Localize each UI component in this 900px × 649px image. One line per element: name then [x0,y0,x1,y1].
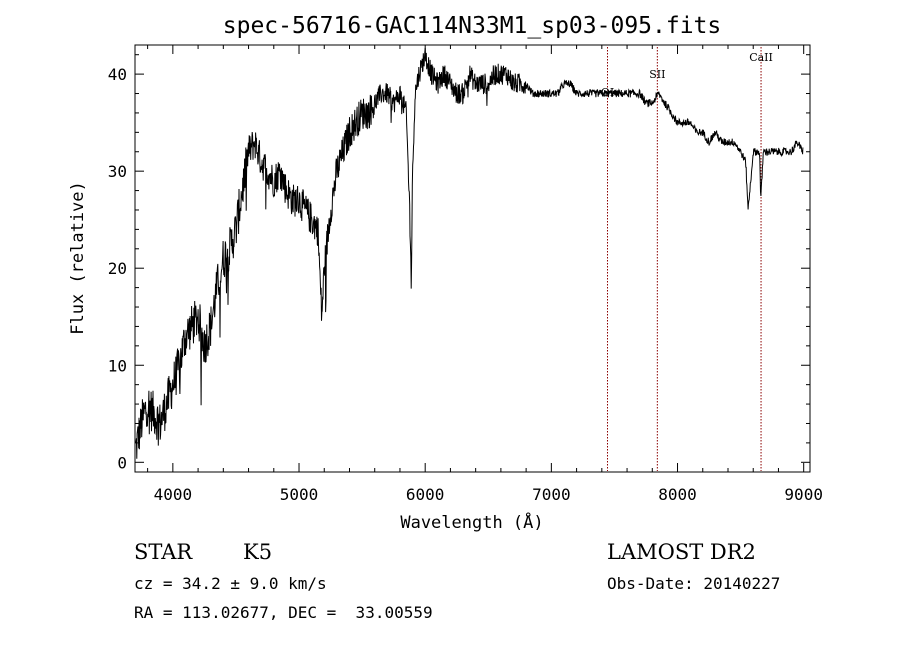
x-tick-label: 4000 [154,485,193,504]
x-tick-label: 9000 [784,485,823,504]
x-axis-ticks: 4000 5000 6000 7000 8000 9000 [147,45,823,504]
survey-name: LAMOST DR2 [607,540,756,564]
y-tick-label: 20 [108,259,127,278]
line-label-sii: SII [649,68,665,81]
x-tick-label: 7000 [532,485,571,504]
y-tick-label: 40 [108,65,127,84]
y-tick-label: 10 [108,356,127,375]
x-tick-label: 5000 [280,485,319,504]
spectrum-line [135,47,804,459]
chart-title: spec-56716-GAC114N33M1_sp03-095.fits [223,13,722,39]
y-axis-label: Flux (relative) [68,181,88,335]
x-tick-label: 8000 [658,485,697,504]
plot-area [134,44,811,473]
line-label-caii: CaII [749,51,773,64]
y-tick-label: 0 [117,453,127,472]
plot-frame [134,44,811,473]
observation-date: Obs-Date: 20140227 [607,574,781,593]
y-tick-label: 30 [108,162,127,181]
redshift-line: cz = 34.2 ± 9.0 km/s [134,574,327,593]
y-axis-ticks: 0 10 20 30 40 [108,54,810,472]
object-class: STAR [134,540,193,564]
x-axis-label: Wavelength (Å) [400,511,543,533]
x-tick-label: 6000 [406,485,445,504]
object-subclass: K5 [243,540,273,564]
coordinates-line: RA = 113.02677, DEC = 33.00559 [134,603,433,622]
